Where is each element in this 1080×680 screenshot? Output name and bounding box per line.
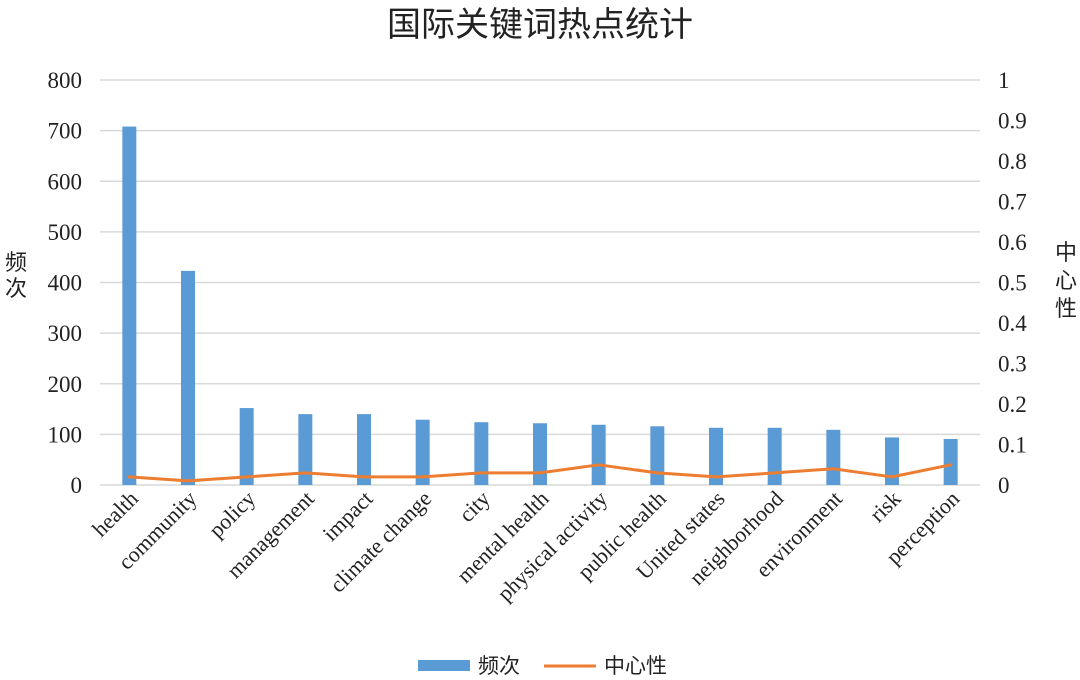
left-axis-ticks: 0 100 200 300 400 500 600 700 800 (48, 68, 83, 498)
legend-bar-label: 频次 (478, 654, 520, 678)
y-tick-label: 300 (48, 321, 83, 346)
bar (709, 427, 723, 485)
y2-tick-label: 0.6 (998, 230, 1027, 255)
bar (943, 438, 958, 485)
y2-tick-label: 0.9 (998, 109, 1027, 134)
y2-tick-label: 0.7 (998, 190, 1027, 215)
legend-bar-swatch (418, 660, 470, 671)
right-axis-title: 中心性 (1055, 241, 1077, 322)
category-label: risk (865, 486, 906, 527)
bar (239, 408, 254, 485)
bar (357, 414, 371, 485)
category-label: city (454, 486, 495, 527)
centrality-line-group (127, 463, 953, 483)
bar (591, 424, 606, 485)
left-axis-title: 频次 (5, 251, 27, 302)
chart-title: 国际关键词热点统计 (387, 5, 693, 45)
bar (298, 414, 313, 485)
y2-tick-label: 0.8 (998, 149, 1027, 174)
bar (767, 427, 782, 485)
bar (474, 422, 489, 485)
bar (533, 423, 547, 485)
y-tick-label: 500 (48, 220, 83, 245)
y-tick-label: 200 (48, 372, 83, 397)
y-tick-label: 800 (48, 68, 83, 93)
y2-tick-label: 0.2 (998, 392, 1027, 417)
bar (181, 270, 195, 485)
y2-tick-label: 0.3 (998, 352, 1027, 377)
centrality-line (127, 463, 953, 483)
y-tick-label: 100 (48, 422, 83, 447)
bar (650, 426, 665, 485)
legend-line-label: 中心性 (604, 654, 667, 678)
bar (122, 126, 137, 485)
bar (415, 419, 430, 485)
y-tick-label: 0 (71, 473, 83, 498)
legend: 频次 中心性 (418, 654, 667, 678)
bar (885, 437, 899, 485)
y2-tick-label: 0 (998, 473, 1010, 498)
y2-tick-label: 1 (998, 68, 1010, 93)
category-label: health (87, 486, 143, 542)
category-label: climate change (325, 486, 436, 597)
y2-tick-label: 0.4 (998, 311, 1027, 336)
y-tick-label: 400 (48, 271, 83, 296)
right-axis-ticks: 0 0.1 0.2 0.3 0.4 0.5 0.6 0.7 0.8 0.9 1 (998, 68, 1027, 498)
y2-tick-label: 0.5 (998, 271, 1027, 296)
frequency-bars (122, 126, 958, 485)
bar (826, 429, 841, 485)
y-tick-label: 600 (48, 169, 83, 194)
y2-tick-label: 0.1 (998, 433, 1027, 458)
y-tick-label: 700 (48, 119, 83, 144)
